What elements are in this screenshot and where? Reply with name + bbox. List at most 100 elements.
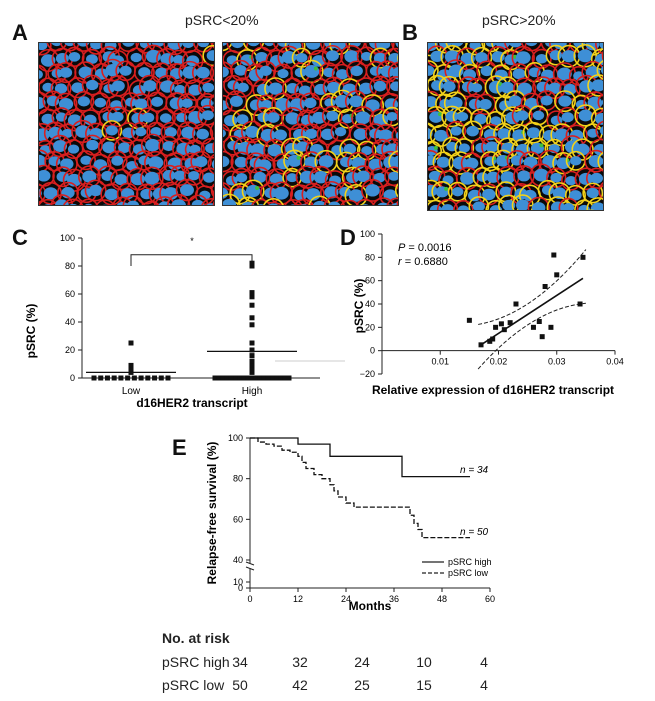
panel-c-xcat-low: Low xyxy=(122,386,141,397)
cell-nucleus xyxy=(286,173,298,183)
cell-membrane xyxy=(264,77,287,101)
cell-membrane xyxy=(50,194,74,205)
cell-nucleus xyxy=(578,109,593,122)
cell-membrane xyxy=(183,165,204,186)
cell-nucleus xyxy=(58,97,74,111)
panel-d-p-annotation: P = 0.0016 xyxy=(398,242,452,254)
data-point xyxy=(554,272,560,278)
cell-nucleus xyxy=(430,50,444,63)
data-point xyxy=(249,358,255,364)
cell-membrane xyxy=(585,167,603,189)
data-point xyxy=(152,375,158,381)
cell-nucleus xyxy=(114,174,128,186)
cell-nucleus xyxy=(259,65,272,76)
cell-membrane xyxy=(39,43,52,56)
cell-membrane xyxy=(177,93,198,114)
cell-nucleus xyxy=(380,65,395,78)
cell-nucleus xyxy=(457,205,470,210)
cell-nucleus xyxy=(397,102,398,108)
cell-nucleus xyxy=(472,201,485,210)
data-point xyxy=(145,375,151,381)
data-point xyxy=(220,375,226,381)
data-point xyxy=(551,252,557,258)
cell-membrane xyxy=(485,199,507,210)
cell-nucleus xyxy=(355,111,371,125)
cell-membrane xyxy=(223,123,231,143)
cell-nucleus xyxy=(294,189,308,201)
cell-nucleus xyxy=(392,155,398,168)
data-point xyxy=(212,375,218,381)
data-point xyxy=(478,342,484,348)
panel-letter-e: E xyxy=(172,435,187,460)
cell-nucleus xyxy=(89,127,103,140)
cell-membrane xyxy=(117,43,140,53)
y-tick-label: 10 xyxy=(233,577,243,587)
cell-nucleus xyxy=(162,170,176,181)
cell-nucleus xyxy=(349,95,363,108)
cell-nucleus xyxy=(256,83,271,96)
cell-nucleus xyxy=(577,49,593,63)
risk-cell: 24 xyxy=(354,654,370,670)
cell-nucleus xyxy=(148,156,164,170)
y-tick-label: 40 xyxy=(233,555,243,565)
cell-membrane xyxy=(557,106,579,128)
cell-membrane xyxy=(209,94,214,112)
cell-nucleus xyxy=(578,172,593,185)
cell-nucleus xyxy=(348,189,364,202)
cell-nucleus xyxy=(211,159,214,169)
cell-nucleus xyxy=(173,170,186,181)
data-point xyxy=(138,375,144,381)
cell-membrane xyxy=(269,181,294,205)
axis-break xyxy=(245,561,255,566)
cell-membrane xyxy=(142,200,160,205)
cell-nucleus xyxy=(223,198,237,205)
cell-nucleus xyxy=(552,187,567,200)
data-point xyxy=(493,324,499,330)
cell-membrane xyxy=(586,197,603,210)
cell-membrane xyxy=(308,195,331,205)
cell-nucleus xyxy=(131,112,145,124)
cell-membrane xyxy=(595,43,603,55)
cell-membrane xyxy=(445,43,468,52)
data-point xyxy=(98,375,104,381)
micrograph-a-left xyxy=(38,42,215,206)
cell-nucleus xyxy=(365,184,380,197)
survival-curve-high xyxy=(250,437,470,478)
cell-membrane xyxy=(508,63,530,85)
cell-membrane xyxy=(301,182,325,205)
cell-membrane xyxy=(511,45,535,70)
cell-nucleus xyxy=(116,201,129,205)
cell-membrane xyxy=(558,197,579,210)
cell-nucleus xyxy=(102,141,116,154)
cell-nucleus xyxy=(173,54,185,65)
y-tick-label: 80 xyxy=(365,252,375,262)
cell-membrane xyxy=(187,194,209,205)
cell-membrane xyxy=(394,183,398,198)
cell-nucleus xyxy=(486,171,500,183)
cell-nucleus xyxy=(51,43,63,47)
cell-membrane xyxy=(372,197,395,205)
cell-membrane xyxy=(344,184,368,205)
cell-membrane xyxy=(39,198,58,205)
cell-nucleus xyxy=(213,101,214,106)
cell-nucleus xyxy=(599,126,603,136)
green-signal xyxy=(539,143,544,148)
cell-nucleus xyxy=(145,138,160,152)
cell-membrane xyxy=(321,44,344,67)
data-point xyxy=(224,375,230,381)
data-point xyxy=(278,375,284,381)
cell-nucleus xyxy=(471,83,483,93)
cell-membrane xyxy=(72,43,94,52)
cell-nucleus xyxy=(373,80,387,92)
data-point xyxy=(501,327,507,333)
cell-membrane xyxy=(153,196,176,205)
data-point xyxy=(216,375,222,381)
cell-nucleus xyxy=(512,68,526,80)
cell-nucleus xyxy=(88,184,103,197)
cell-nucleus xyxy=(86,79,99,91)
cell-membrane xyxy=(223,182,233,205)
cell-nucleus xyxy=(452,156,468,170)
cell-nucleus xyxy=(342,83,357,96)
cell-membrane xyxy=(601,50,603,61)
y-tick-label: 100 xyxy=(228,433,243,443)
